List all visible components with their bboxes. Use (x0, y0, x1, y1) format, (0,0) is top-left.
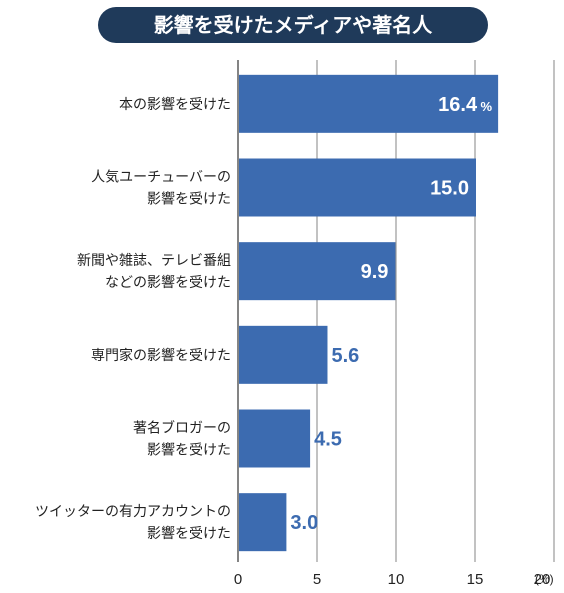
category-label: 人気ユーチューバーの (91, 170, 231, 186)
category-label: 新聞や雑誌、テレビ番組 (77, 253, 231, 269)
category-label: 影響を受けた (147, 525, 231, 542)
bar (239, 74, 499, 133)
bar-value-unit: % (481, 99, 493, 114)
bar-value-label: 9.9 (361, 261, 389, 283)
bar-value-label: 5.6 (331, 345, 359, 367)
bar (239, 325, 328, 384)
bar-value-label: 4.5 (314, 429, 342, 451)
bar-value-label: 16.4 (438, 94, 478, 116)
bar-value-label: 15.0 (430, 178, 469, 200)
bar (239, 493, 287, 552)
chart-title: 影響を受けたメディアや著名人 (154, 13, 434, 37)
category-label: 専門家の影響を受けた (91, 347, 231, 364)
title-banner (98, 7, 488, 43)
bar (239, 409, 311, 468)
x-axis-ticks: 0 5 10 15 20 (234, 571, 551, 588)
category-label: 著名ブロガーの (133, 420, 231, 437)
bar (239, 242, 396, 301)
x-tick-label: 20 (534, 571, 551, 588)
grid-lines (237, 60, 555, 562)
bars: 16.4 % 15.0 9.9 5.6 4.5 3.0 (239, 74, 499, 552)
x-tick-label: 0 (234, 571, 242, 588)
x-tick-label: 5 (313, 571, 321, 588)
category-label: ツイッターの有力アカウントの (35, 504, 231, 520)
x-tick-label: 15 (467, 571, 484, 588)
category-label: などの影響を受けた (105, 274, 231, 291)
category-labels: 本の影響を受けた人気ユーチューバーの影響を受けた新聞や雑誌、テレビ番組などの影響… (35, 96, 231, 542)
x-tick-label: 10 (388, 571, 405, 588)
category-label: 影響を受けた (147, 442, 231, 459)
bar-value-label: 3.0 (290, 512, 318, 534)
category-label: 本の影響を受けた (119, 96, 231, 113)
x-axis-unit: (%) (535, 572, 554, 586)
category-label: 影響を受けた (147, 191, 231, 208)
bar (239, 158, 476, 217)
